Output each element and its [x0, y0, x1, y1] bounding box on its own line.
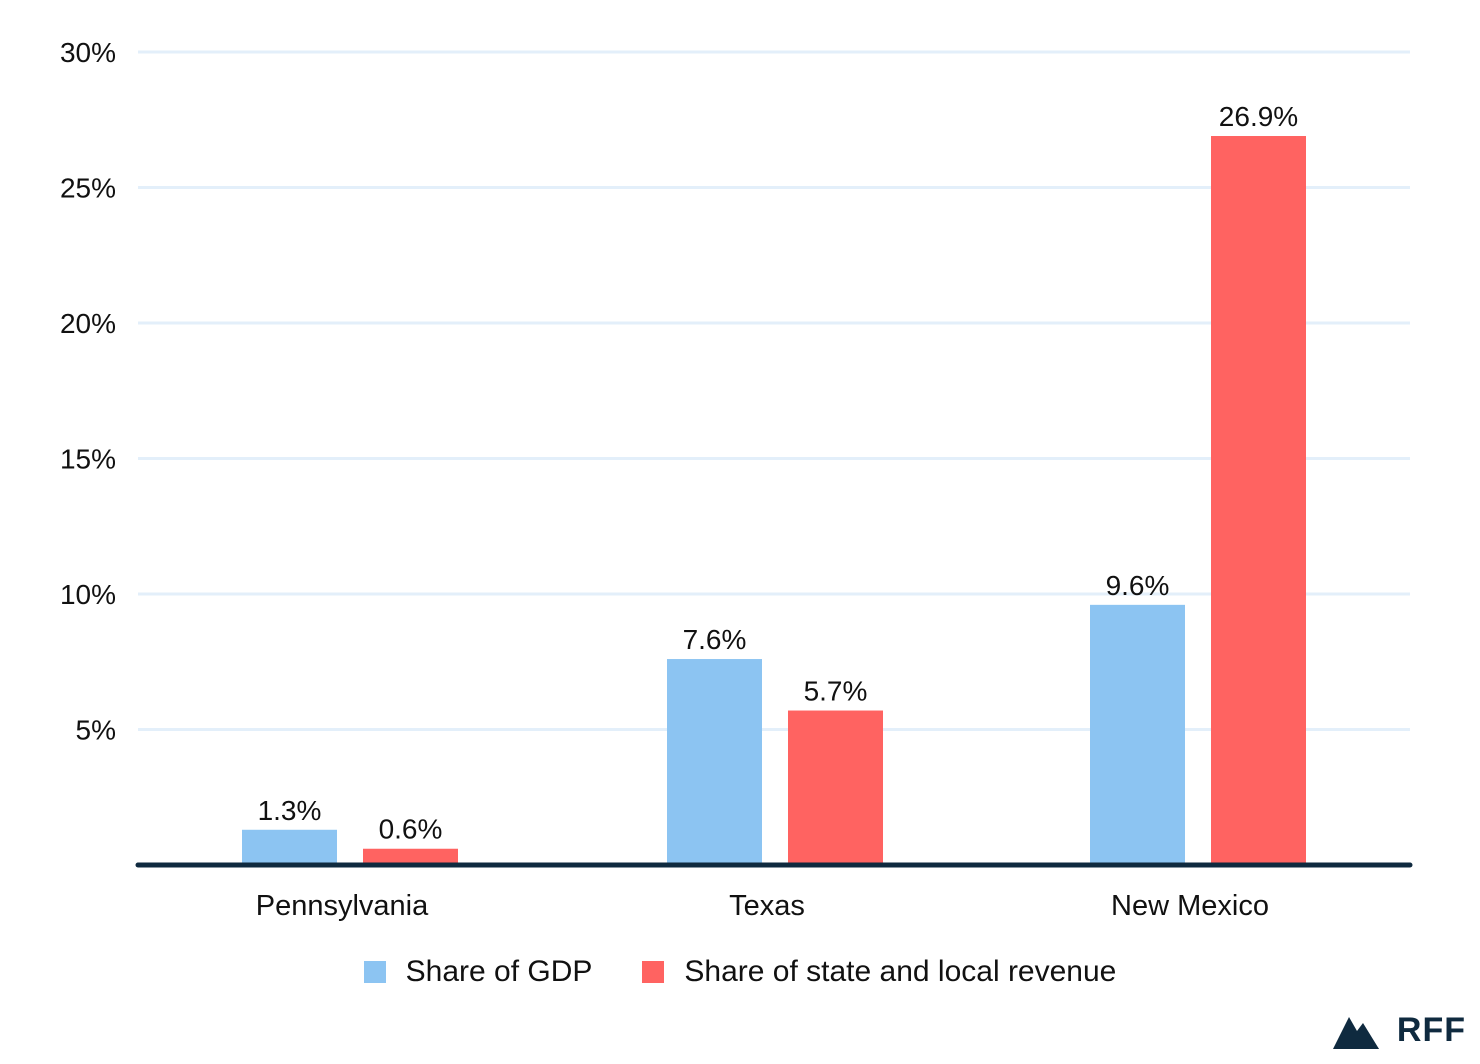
y-tick-label: 25% [60, 173, 116, 204]
data-label: 5.7% [804, 676, 868, 707]
y-tick-label: 20% [60, 308, 116, 339]
bar [1211, 136, 1306, 865]
bar [242, 829, 337, 865]
bar [788, 710, 883, 865]
data-label: 0.6% [379, 814, 443, 845]
legend: Share of GDP Share of state and local re… [0, 948, 1480, 996]
legend-item-gdp: Share of GDP [363, 955, 593, 989]
legend-label-revenue: Share of state and local revenue [684, 955, 1117, 988]
legend-item-revenue: Share of state and local revenue [642, 955, 1116, 989]
bar-chart: 5% 10% 15% 20% 25% 30% 1.3% 0.6% Pennsylvania 7.6… [60, 37, 1413, 922]
y-tick-label: 30% [60, 37, 116, 68]
bar [1090, 604, 1185, 865]
data-label: 9.6% [1106, 570, 1170, 601]
rff-logo: RFF [1332, 1011, 1466, 1050]
data-label: 26.9% [1219, 101, 1298, 132]
data-label: 1.3% [258, 795, 322, 826]
x-category-label: Pennsylvania [256, 890, 429, 922]
legend-swatch-revenue [642, 961, 665, 983]
bar [363, 848, 458, 865]
data-label: 7.6% [683, 624, 747, 655]
mountain-icon [1332, 1016, 1379, 1049]
x-category-label: New Mexico [1111, 890, 1269, 922]
x-category-label: Texas [729, 890, 805, 922]
bar [667, 659, 762, 865]
logo-text: RFF [1396, 1011, 1466, 1049]
y-tick-label: 15% [60, 444, 116, 475]
y-tick-label: 10% [60, 579, 116, 610]
y-tick-label: 5% [76, 715, 116, 746]
legend-label-gdp: Share of GDP [405, 955, 593, 988]
legend-swatch-gdp [363, 961, 386, 983]
